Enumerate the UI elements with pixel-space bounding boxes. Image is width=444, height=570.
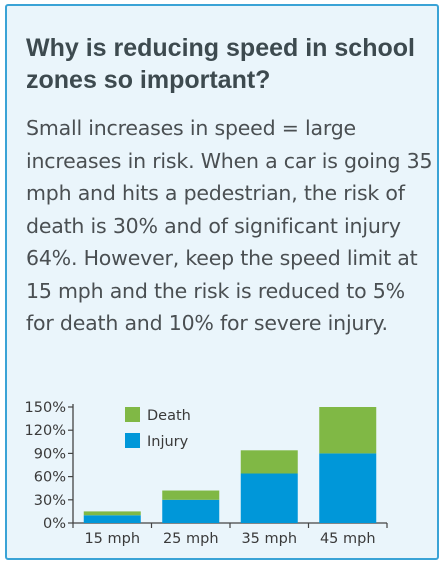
bar-death <box>83 511 141 516</box>
y-tick-label: 90% <box>34 446 66 462</box>
bar-injury <box>240 473 298 523</box>
y-tick-label: 120% <box>25 423 66 439</box>
x-tick-label: 25 mph <box>163 531 219 547</box>
y-tick-label: 30% <box>34 493 66 509</box>
y-tick-label: 150% <box>25 400 66 416</box>
y-tick-label: 0% <box>43 516 66 532</box>
card-title: Why is reducing speed in school zones so… <box>26 34 415 94</box>
bar-death <box>319 407 377 454</box>
x-tick-label: 45 mph <box>320 531 376 547</box>
card-body-text: Small increases in speed = large increas… <box>26 116 433 335</box>
bar-injury <box>83 515 141 523</box>
x-tick-label: 15 mph <box>84 531 140 547</box>
bar-death <box>162 490 220 500</box>
legend-swatch-death <box>125 407 140 422</box>
y-tick-label: 60% <box>34 470 66 486</box>
x-tick-label: 35 mph <box>241 531 297 547</box>
bar-injury <box>162 499 220 523</box>
stacked-bar-chart: 0% 30% 60% 90% 120% 150% 15 mph 25 mph 35 mph 45 … <box>25 400 388 547</box>
legend-label-injury: Injury <box>147 434 189 450</box>
legend-label-death: Death <box>147 408 191 424</box>
bar-injury <box>319 453 377 523</box>
legend-swatch-injury <box>125 433 140 448</box>
bar-death <box>240 450 298 474</box>
